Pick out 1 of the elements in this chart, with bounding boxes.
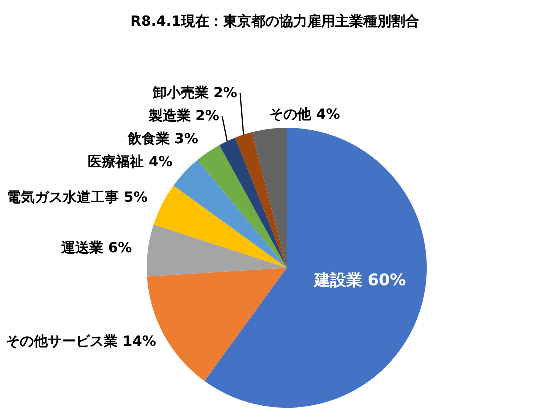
title: R8.4.1現在：東京都の協力雇用主業種別割合 [130, 14, 420, 30]
